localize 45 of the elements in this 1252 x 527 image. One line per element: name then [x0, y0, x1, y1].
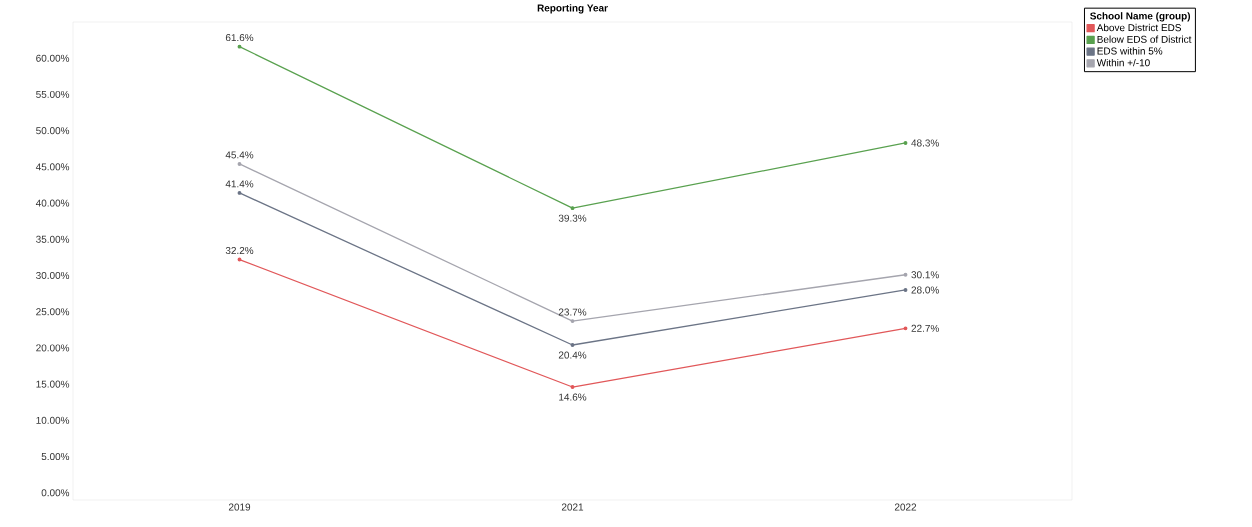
point	[570, 343, 575, 347]
point	[237, 162, 242, 166]
x-tick-label: 2022	[894, 503, 917, 511]
y-tick-label: 25.00%	[36, 308, 70, 316]
y-tick-label: 40.00%	[35, 199, 70, 207]
x-tick-label: 2019	[228, 503, 251, 511]
data-label: 14.6%	[559, 393, 587, 401]
y-tick-label: 20.00%	[36, 344, 70, 352]
legend-label: Below EDS of District	[1097, 35, 1192, 43]
legend-label: EDS within 5%	[1097, 47, 1163, 55]
data-label: 23.7%	[558, 308, 587, 316]
point	[903, 326, 908, 331]
point	[903, 288, 908, 292]
point	[237, 44, 242, 49]
chart-title: Reporting Year	[537, 4, 608, 14]
legend-label: Above District EDS	[1096, 23, 1181, 32]
data-label: 39.3%	[558, 214, 587, 222]
legend-label: Within +/-10	[1096, 58, 1150, 67]
data-label: 32.2%	[225, 246, 254, 255]
point	[570, 206, 575, 211]
y-tick-label: 0.00%	[41, 489, 70, 497]
data-label: 41.4%	[225, 180, 254, 188]
y-tick-label: 15.00%	[36, 380, 70, 388]
data-label: 45.4%	[225, 151, 254, 159]
data-label: 48.3%	[911, 139, 939, 147]
y-tick-label: 10.00%	[36, 416, 70, 424]
y-tick-label: 35.00%	[36, 235, 70, 243]
x-tick-label: 2021	[561, 503, 584, 511]
legend-title: School Name (group)	[1090, 12, 1191, 22]
data-label: 61.6%	[225, 34, 254, 42]
point	[903, 272, 908, 277]
y-tick-label: 30.00%	[36, 271, 70, 280]
point	[570, 319, 575, 324]
y-tick-label: 60.00%	[36, 54, 70, 62]
y-tick-label: 45.00%	[35, 163, 70, 171]
point	[237, 190, 242, 195]
y-tick-label: 55.00%	[36, 90, 70, 98]
data-label: 30.1%	[911, 271, 939, 279]
point	[903, 141, 908, 145]
data-label: 28.0%	[911, 286, 939, 294]
y-tick-label: 50.00%	[36, 127, 70, 135]
y-tick-label: 5.00%	[41, 453, 70, 461]
data-label: 20.4%	[558, 351, 587, 359]
point	[570, 385, 575, 389]
data-label: 22.7%	[911, 324, 939, 332]
